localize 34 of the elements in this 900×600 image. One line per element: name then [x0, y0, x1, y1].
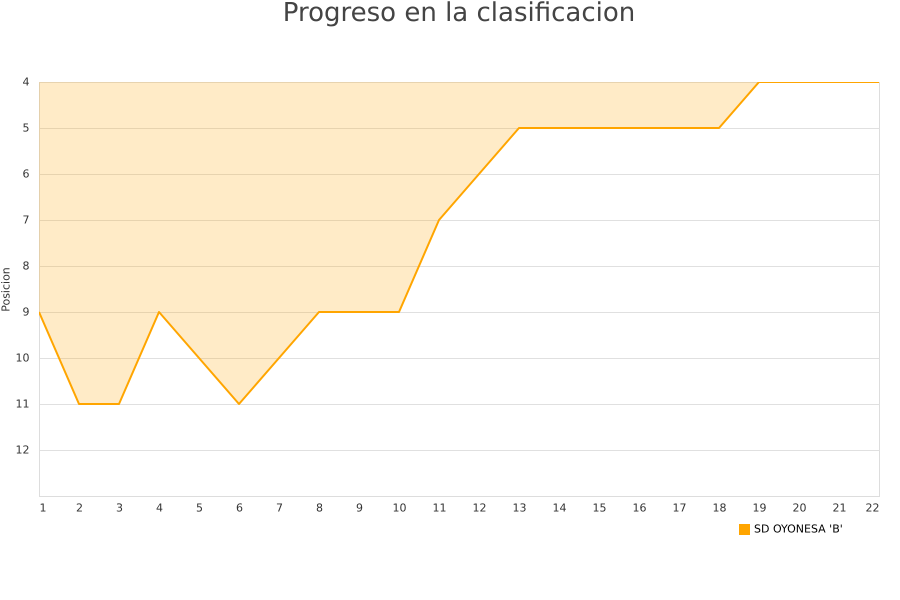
x-tick-label: 3: [116, 502, 123, 514]
x-tick-label: 9: [356, 502, 363, 514]
x-tick-label: 2: [76, 502, 83, 514]
x-tick-label: 4: [156, 502, 163, 514]
legend-label: SD OYONESA 'B': [754, 522, 843, 536]
x-tick-label: 5: [196, 502, 203, 514]
y-tick-label: 6: [22, 168, 30, 180]
x-tick-label: 22: [866, 502, 880, 514]
x-tick-label: 20: [792, 502, 806, 514]
x-tick-label: 12: [472, 502, 486, 514]
y-tick-label: 12: [16, 444, 30, 456]
x-tick-label: 15: [592, 502, 606, 514]
x-tick-label: 19: [752, 502, 766, 514]
y-tick-label: 9: [22, 306, 30, 318]
y-tick-label: 11: [16, 398, 30, 410]
y-tick-label: 8: [22, 260, 30, 272]
y-tick-label: 7: [22, 214, 30, 226]
x-tick-label: 11: [432, 502, 446, 514]
x-tick-label: 8: [316, 502, 323, 514]
x-tick-label: 16: [632, 502, 646, 514]
chart-title: Progreso en la clasificacion: [282, 0, 636, 28]
x-tick-label: 13: [512, 502, 526, 514]
x-tick-label: 1: [40, 502, 46, 514]
x-tick-label: 6: [236, 502, 243, 514]
y-tick-label: 5: [22, 122, 30, 134]
x-tick-label: 17: [672, 502, 686, 514]
y-tick-label: 10: [16, 352, 30, 364]
x-tick-label: 14: [552, 502, 566, 514]
x-tick-label: 21: [832, 502, 846, 514]
x-tick-label: 10: [392, 502, 406, 514]
y-axis-title: Posicion: [0, 267, 13, 312]
y-tick-label: 4: [22, 76, 30, 88]
x-tick-label: 7: [276, 502, 283, 514]
x-tick-label: 18: [712, 502, 726, 514]
